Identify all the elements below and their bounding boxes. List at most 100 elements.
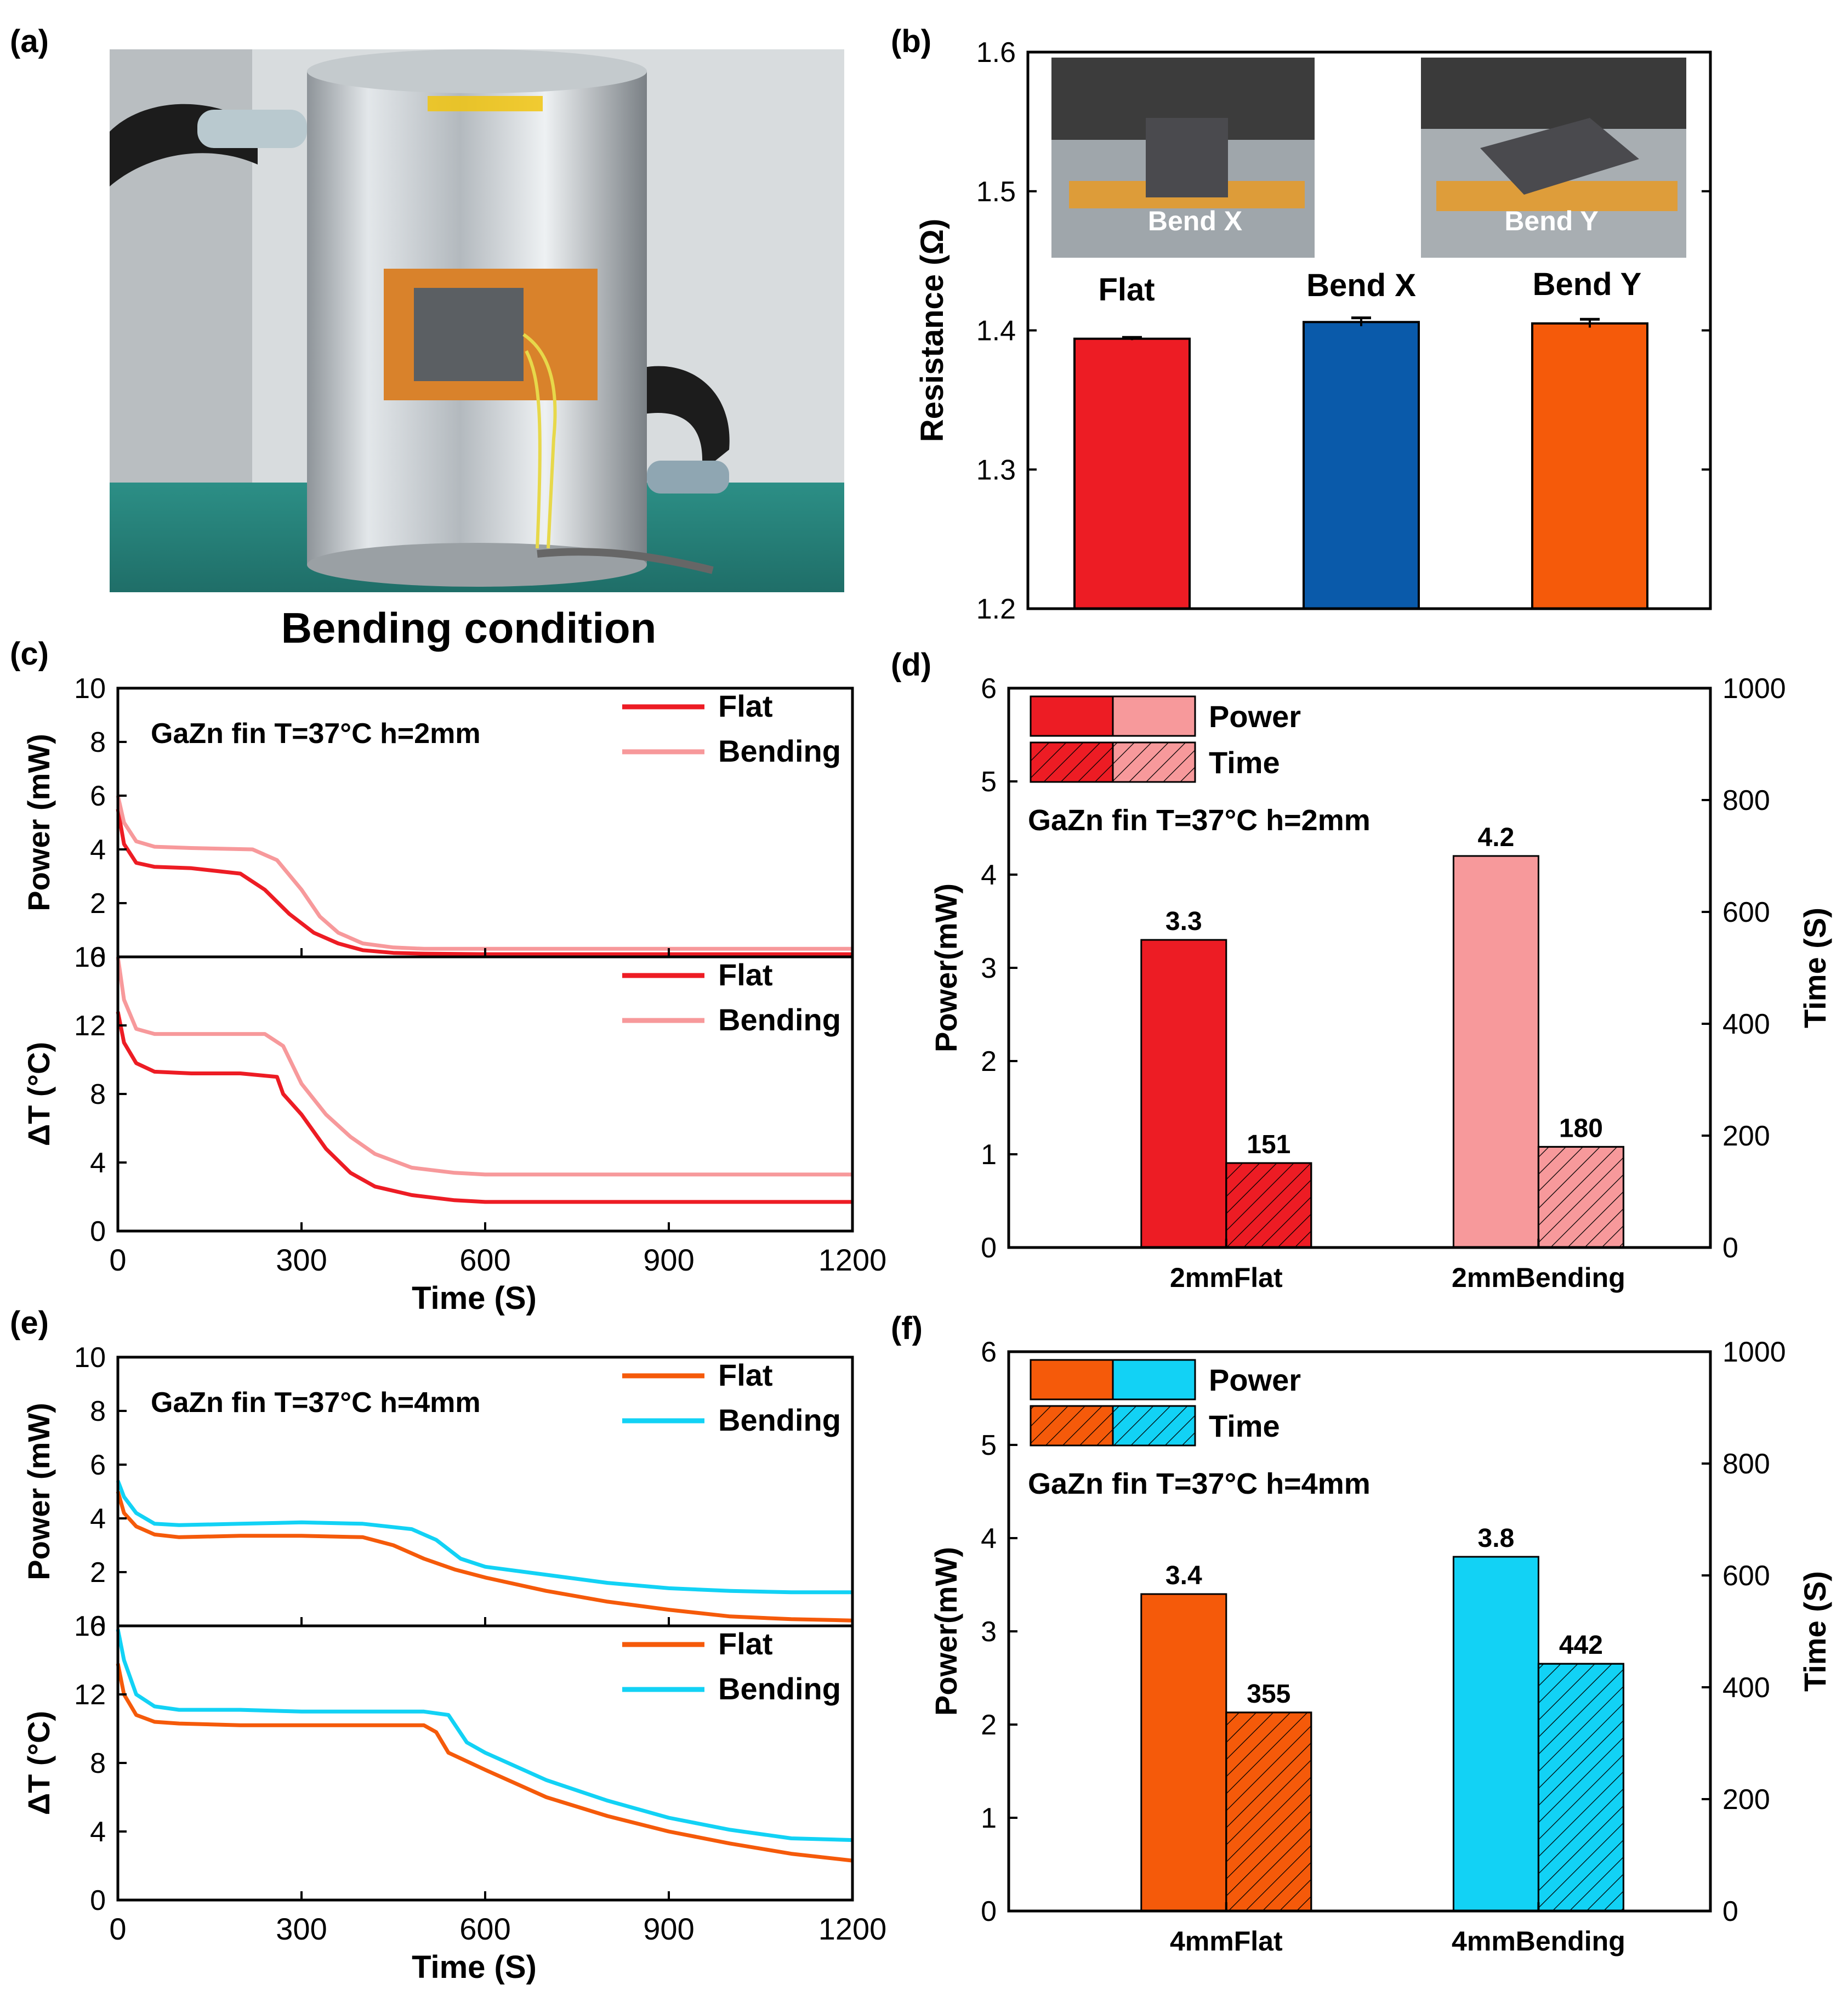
panel-f: (f) 3.4 355 4mmFlat 3.8 442 4mmBending 0 1 2 3 4 5 6… [891, 1311, 1832, 1957]
d-left-y-tick-label-4: 4 [981, 859, 997, 891]
c-bottom-y-tick-label-2: 8 [90, 1079, 106, 1110]
b-y-tick-label-4: 1.6 [976, 37, 1016, 69]
e-annotation: GaZn fin T=37°C h=4mm [151, 1387, 481, 1419]
b-plot: Flat Bend X Bend Y 1.2 1.3 1.4 1.5 1.6 Resistanc… [914, 37, 1712, 625]
c-x-tick-label-1: 300 [276, 1243, 327, 1277]
d-left-y-tick-label-1: 1 [981, 1139, 997, 1171]
e-top-y-tick-label-0: 0 [90, 1611, 106, 1642]
e-x-tick-label-4: 1200 [818, 1912, 887, 1946]
panel-e: (e) 0 2 4 6 8 10 Power (mW) Flat Bending 0 4 8 12 16 Δ… [10, 1305, 886, 1985]
f-power-value-label-0: 3.4 [1165, 1561, 1202, 1590]
e-top-line-flat [116, 1491, 853, 1623]
f-legend-time-hatch-b [1113, 1406, 1195, 1445]
d-power-value-label-0: 3.3 [1165, 907, 1202, 936]
d-right-y-tick-label-5: 1000 [1722, 673, 1786, 705]
c-annotation: GaZn fin T=37°C h=2mm [151, 718, 481, 750]
d-time-bar-hatch-0 [1225, 1162, 1312, 1249]
d-power-bar-0 [1140, 939, 1227, 1249]
d-left-y-tick-label-5: 5 [981, 766, 997, 798]
d-left-y-axis-title: Power(mW) [929, 883, 963, 1052]
d-left-y-tick-label-2: 2 [981, 1046, 997, 1078]
panel-f-label: (f) [891, 1311, 923, 1346]
e-bottom-line-flat [116, 1663, 853, 1863]
panel-c-label: (c) [10, 636, 49, 672]
bending-setup-photo [110, 49, 844, 592]
d-right-y-tick-label-0: 0 [1722, 1232, 1738, 1264]
c-x-tick-label-2: 600 [459, 1243, 510, 1277]
f-right-y-tick-label-4: 800 [1722, 1448, 1770, 1480]
d-legend-time-hatch-a [1031, 742, 1113, 782]
e-top-y-tick-label-1: 2 [90, 1557, 106, 1589]
e-bottom-axes-frame [116, 1624, 854, 1902]
panel-a-label: (a) [10, 24, 49, 59]
f-annotation: GaZn fin T=37°C h=4mm [1028, 1467, 1371, 1500]
c-top-y-tick-label-2: 4 [90, 834, 106, 866]
e-x-axis-title: Time (S) [412, 1949, 537, 1985]
e-bottom-y-tick-label-4: 16 [74, 1611, 106, 1642]
c-bottom-line-flat [116, 1011, 852, 1204]
e-top-legend-label-0: Flat [718, 1358, 773, 1392]
d-legend-power-swatch-b [1112, 695, 1196, 737]
f-left-y-tick-label-0: 0 [981, 1896, 997, 1927]
e-top-y-tick-label-4: 8 [90, 1396, 106, 1427]
b-inset-photo-x: Bend X [1051, 58, 1315, 258]
panel-b: (b) Flat Bend X Bend Y 1.2 1.3 1.4 1.5 1.6 Resis… [891, 24, 1712, 625]
b-bar-flat [1073, 337, 1191, 610]
e-top-y-tick-label-5: 10 [74, 1342, 106, 1374]
c-top-legend-label-0: Flat [718, 689, 773, 723]
d-legend-time-label: Time [1209, 745, 1280, 780]
b-category-label-1: Bend X [1306, 268, 1416, 303]
e-top-legend-label-1: Bending [718, 1403, 841, 1437]
c-x-tick-label-3: 900 [643, 1243, 694, 1277]
e-top-line-bending [116, 1480, 852, 1595]
d-left-y-tick-label-3: 3 [981, 952, 997, 984]
c-bottom-line-bending [116, 956, 852, 1177]
d-power-bar-1 [1452, 855, 1539, 1249]
b-bar-bend-y [1531, 322, 1648, 610]
f-right-y-tick-label-2: 400 [1722, 1672, 1770, 1704]
f-left-y-tick-label-4: 4 [981, 1523, 997, 1555]
f-category-label-1: 4mmBending [1452, 1926, 1625, 1957]
f-right-y-tick-label-0: 0 [1722, 1896, 1738, 1927]
f-left-y-tick-label-5: 5 [981, 1430, 997, 1461]
d-right-y-axis-title: Time (S) [1798, 908, 1832, 1028]
e-bottom-legend-label-0: Flat [718, 1626, 773, 1661]
f-right-y-tick-label-1: 200 [1722, 1784, 1770, 1816]
e-bottom-line-bending [116, 1629, 853, 1842]
panel-a-caption: Bending condition [281, 604, 657, 652]
b-y-axis-title: Resistance (Ω) [914, 219, 950, 443]
panel-d: (d) 3.3 151 2mmFlat 4.2 180 2mmBending 0 1 2 3 4 5 6… [891, 647, 1832, 1293]
e-top-y-tick-label-3: 6 [90, 1449, 106, 1481]
d-left-y-tick-label-6: 6 [981, 673, 997, 705]
c-top-y-tick-label-5: 10 [74, 673, 106, 705]
c-top-y-tick-label-4: 8 [90, 727, 106, 758]
f-left-y-tick-label-2: 2 [981, 1709, 997, 1741]
d-left-y-tick-label-0: 0 [981, 1232, 997, 1264]
d-category-label-1: 2mmBending [1452, 1262, 1625, 1293]
d-time-value-label-1: 180 [1559, 1114, 1603, 1143]
c-x-tick-label-0: 0 [109, 1243, 126, 1277]
e-x-tick-label-1: 300 [276, 1912, 327, 1946]
d-plot: 3.3 151 2mmFlat 4.2 180 2mmBending 0 1 2 3 4 5 6 0 200… [929, 673, 1832, 1293]
f-right-y-tick-label-5: 1000 [1722, 1336, 1786, 1368]
d-legend-power-swatch-a [1030, 695, 1114, 737]
f-right-y-tick-label-3: 600 [1722, 1560, 1770, 1592]
f-legend-power-swatch-a [1030, 1359, 1114, 1400]
e-bottom-y-tick-label-0: 0 [90, 1885, 106, 1916]
c-bottom-y-axis-title: ΔT (°C) [21, 1042, 56, 1146]
f-legend-time-label: Time [1209, 1409, 1280, 1443]
e-x-tick-label-0: 0 [109, 1912, 126, 1946]
f-legend-power-swatch-b [1112, 1359, 1196, 1400]
f-power-bar-0 [1140, 1593, 1227, 1912]
c-top-y-axis-title: Power (mW) [21, 734, 56, 911]
f-time-bar-hatch-1 [1537, 1663, 1624, 1912]
b-y-tick-label-0: 1.2 [976, 593, 1016, 625]
f-power-value-label-1: 3.8 [1478, 1524, 1515, 1553]
f-plot: 3.4 355 4mmFlat 3.8 442 4mmBending 0 1 2 3 4 5 6 0 200… [929, 1336, 1832, 1957]
d-legend-power-label: Power [1209, 699, 1301, 734]
e-bottom-y-tick-label-3: 12 [74, 1679, 106, 1711]
b-inset-photo-y: Bend Y [1421, 58, 1686, 258]
c-top-line-flat [116, 808, 852, 956]
f-legend-power-label: Power [1209, 1363, 1301, 1397]
